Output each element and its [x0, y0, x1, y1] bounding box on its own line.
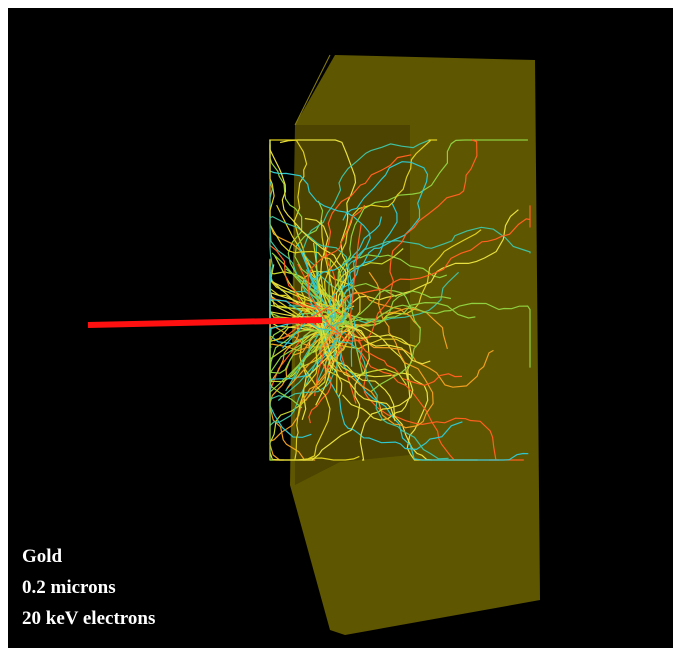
simulation-view: Gold 0.2 microns 20 keV electrons [0, 0, 681, 656]
page: Gold 0.2 microns 20 keV electrons (() =>… [0, 0, 681, 656]
thickness-label: 0.2 microns [22, 577, 116, 598]
energy-label: 20 keV electrons [22, 608, 155, 629]
material-label: Gold [22, 546, 63, 567]
